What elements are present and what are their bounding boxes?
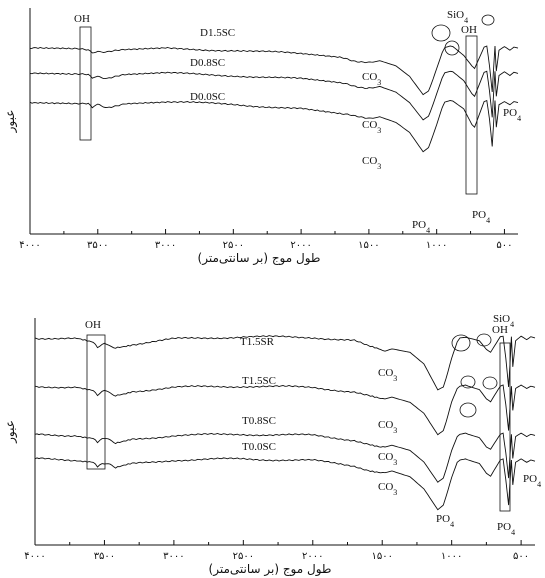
annotation-label: PO4 xyxy=(497,521,515,537)
series-line xyxy=(34,384,536,436)
silicate-circle xyxy=(482,376,498,390)
oh-band-box xyxy=(465,35,478,195)
annotation-label: CO3 xyxy=(362,119,381,135)
annotation-label: CO3 xyxy=(378,419,397,435)
annotation-label: CO3 xyxy=(378,481,397,497)
annotation-label: CO3 xyxy=(362,71,381,87)
chart-panel-2: ۴۰۰۰ ۳۵۰۰ ۳۰۰۰ ۲۵۰۰ ۲۰۰۰ ۱۵۰۰ ۱۰۰۰ ۵۰۰ طول موج (… xyxy=(3,313,541,577)
annotation-label: PO4 xyxy=(436,513,454,529)
series-label: T1.5SC xyxy=(242,375,276,387)
x-tick-label: ۳۰۰۰ xyxy=(155,240,176,251)
series-label: T0.8SC xyxy=(242,415,276,427)
annotation-label: SiO4 xyxy=(447,9,468,25)
annotation-label: PO4 xyxy=(412,219,430,235)
annotation-label: SiO4 xyxy=(493,313,514,329)
annotation-label: CO3 xyxy=(378,451,397,467)
silicate-circle xyxy=(451,334,471,352)
annotation-label: OH xyxy=(461,24,477,36)
series-line xyxy=(29,70,519,121)
annotation-label: CO3 xyxy=(378,367,397,383)
series-label: T0.0SC xyxy=(242,441,276,453)
x-axis-label: طول موج (بر سانتی‌متر) xyxy=(198,251,321,266)
series-label: D0.0SC xyxy=(190,91,225,103)
x-tick-label: ۲۵۰۰ xyxy=(233,551,254,562)
x-tick-label: ۱۵۰۰ xyxy=(371,551,392,562)
x-tick-label: ۴۰۰۰ xyxy=(19,240,40,251)
oh-band-box xyxy=(86,334,106,470)
y-axis-label: عبور xyxy=(3,420,18,444)
series-label: D0.8SC xyxy=(190,57,225,69)
series-line xyxy=(34,457,536,511)
annotation-label: CO3 xyxy=(362,155,381,171)
series-line xyxy=(29,99,519,153)
oh-band-box xyxy=(79,26,92,141)
annotation-label: PO4 xyxy=(503,107,521,123)
x-tick-label: ۲۵۰۰ xyxy=(223,240,244,251)
x-tick-label: ۴۰۰۰ xyxy=(24,551,45,562)
x-tick-label: ۵۰۰ xyxy=(513,551,529,562)
x-tick-label: ۱۰۰۰ xyxy=(426,240,447,251)
annotation-label: OH xyxy=(74,13,90,25)
series-line xyxy=(34,432,536,483)
x-tick-label: ۱۵۰۰ xyxy=(358,240,379,251)
x-tick-label: ۱۰۰۰ xyxy=(441,551,462,562)
series-line xyxy=(29,45,519,96)
silicate-circle xyxy=(444,40,460,56)
x-tick-label: ۲۰۰۰ xyxy=(290,240,311,251)
x-tick-label: ۳۰۰۰ xyxy=(163,551,184,562)
annotation-label: OH xyxy=(85,319,101,331)
annotation-label: OH xyxy=(492,324,508,336)
silicate-circle xyxy=(431,24,451,42)
x-tick-label: ۳۵۰۰ xyxy=(94,551,115,562)
annotation-label: PO4 xyxy=(523,473,541,489)
x-tick-label: ۵۰۰ xyxy=(496,240,512,251)
series-label: T1.5SR xyxy=(240,336,275,348)
series-label: D1.5SC xyxy=(200,27,235,39)
x-tick-label: ۳۵۰۰ xyxy=(87,240,108,251)
x-tick-label: ۲۰۰۰ xyxy=(302,551,323,562)
silicate-circle xyxy=(460,375,476,389)
x-axis-label: طول موج (بر سانتی‌متر) xyxy=(209,562,332,577)
y-axis-label: عبور xyxy=(3,110,18,134)
silicate-circle xyxy=(459,402,477,418)
silicate-circle xyxy=(481,14,495,26)
chart-panel-1: ۴۰۰۰ ۳۵۰۰ ۳۰۰۰ ۲۵۰۰ ۲۰۰۰ ۱۵۰۰ ۱۰۰۰ ۵۰۰ طول موج (… xyxy=(3,8,521,266)
oh-band-box xyxy=(499,342,511,512)
series-line xyxy=(34,335,536,391)
annotation-label: PO4 xyxy=(472,209,490,225)
silicate-circle xyxy=(476,333,492,347)
